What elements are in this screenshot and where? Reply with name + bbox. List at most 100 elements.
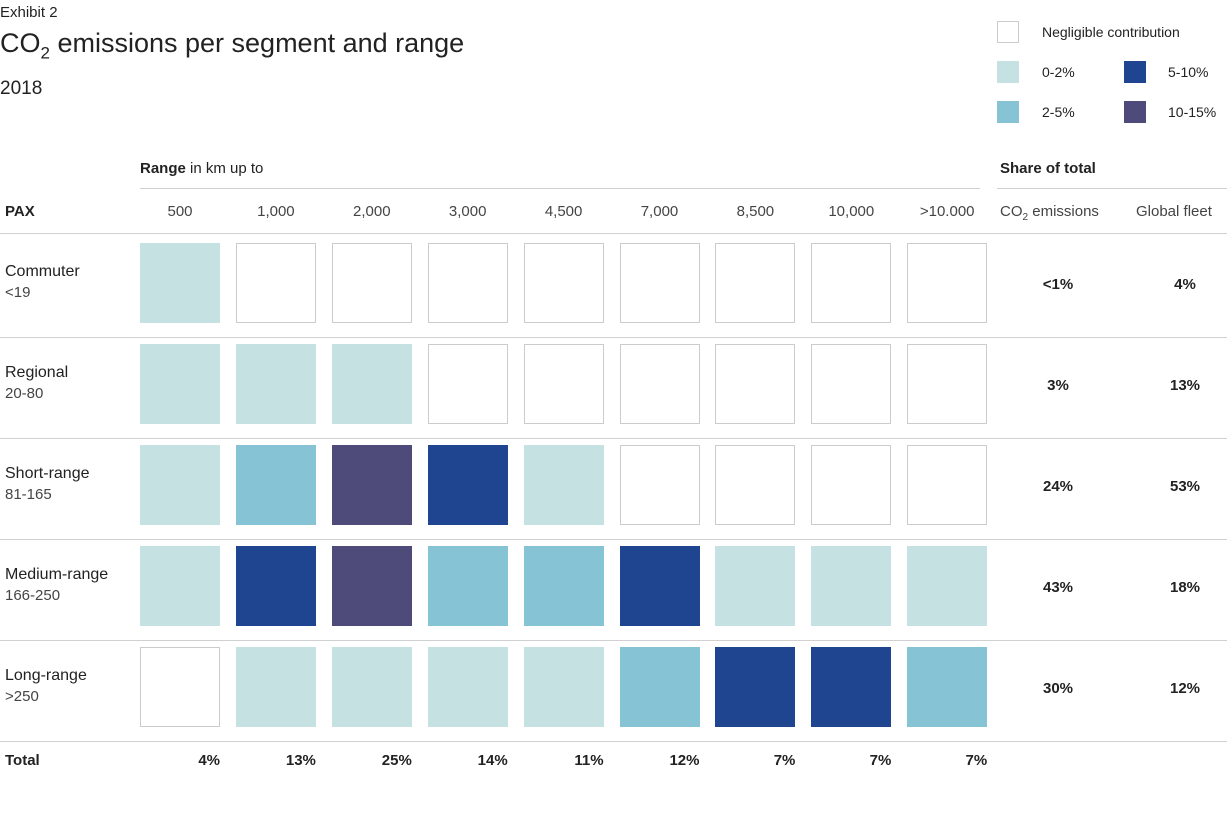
heat-cell	[811, 546, 892, 626]
heat-cell	[427, 546, 508, 626]
heat-cell	[715, 647, 796, 727]
row-name: Medium-range	[5, 566, 109, 583]
share-header: Share of total	[1000, 160, 1096, 177]
row-name: Short-range	[5, 465, 90, 482]
column-label: 3,000	[448, 203, 487, 220]
legend-label: Negligible contribution	[1042, 24, 1180, 40]
rule	[140, 188, 980, 189]
heat-cell	[811, 344, 892, 424]
rule	[0, 640, 1227, 641]
total-value: 7%	[869, 752, 892, 769]
row-pax: <19	[5, 284, 31, 301]
pax-header: PAX	[5, 203, 35, 220]
co2-share: 30%	[1042, 680, 1074, 697]
heat-cell	[427, 344, 508, 424]
heat-cell	[619, 445, 700, 525]
exhibit: Exhibit 2	[0, 4, 58, 21]
heat-cell	[907, 344, 988, 424]
heat-cell	[715, 344, 796, 424]
column-label: 4,500	[544, 203, 583, 220]
row-name: Long-range	[5, 667, 87, 684]
row-name: Regional	[5, 364, 69, 381]
co2-share: 3%	[1047, 377, 1069, 394]
column-label: 2,000	[353, 203, 391, 220]
heat-cell	[811, 647, 892, 727]
total-value: 12%	[669, 752, 700, 769]
co2-sub: 2	[1022, 212, 1029, 223]
column-label: 8,500	[736, 203, 775, 220]
co2-share: 24%	[1042, 478, 1074, 495]
total-value: 7%	[773, 752, 796, 769]
heat-cell	[331, 445, 412, 525]
legend-swatch	[1124, 61, 1146, 83]
heat-cell	[235, 445, 316, 525]
heat-cell	[235, 647, 316, 727]
heat-cell	[523, 445, 604, 525]
range-rest: in km up to	[185, 160, 264, 177]
rule	[0, 337, 1227, 338]
heat-cell	[523, 243, 604, 323]
heat-cell	[523, 344, 604, 424]
legend-label: 2-5%	[1042, 104, 1075, 120]
legend-swatch	[997, 21, 1019, 43]
row-pax: 81-165	[5, 486, 52, 503]
co2-share: 43%	[1042, 579, 1074, 596]
heat-cell	[907, 243, 988, 323]
fleet-share: 18%	[1169, 579, 1201, 596]
legend-swatch	[997, 101, 1019, 123]
fleet-share: 53%	[1169, 478, 1201, 495]
heat-cell	[235, 344, 316, 424]
heat-cell	[619, 344, 700, 424]
heat-cell	[619, 647, 700, 727]
heat-cell	[140, 546, 220, 626]
heat-cell	[331, 243, 412, 323]
co2-part: CO	[1000, 203, 1023, 220]
rule	[0, 539, 1227, 540]
co2-header: CO2 emissions	[1000, 203, 1099, 223]
rule	[0, 741, 1227, 742]
heat-cell	[331, 647, 412, 727]
subtitle: 2018	[0, 78, 43, 99]
title-part: CO	[0, 28, 41, 58]
rule	[997, 188, 1227, 189]
co2-part: emissions	[1028, 203, 1099, 220]
heat-cell	[235, 243, 316, 323]
co2-share: <1%	[1042, 276, 1074, 293]
rule	[0, 233, 1227, 234]
column-label: 1,000	[257, 203, 295, 220]
column-label: 500	[167, 203, 193, 220]
heat-cell	[331, 344, 412, 424]
heat-cell	[619, 546, 700, 626]
range-bold: Range	[140, 160, 186, 177]
heat-cell	[140, 445, 220, 525]
heat-cell	[715, 243, 796, 323]
row-pax: 20-80	[5, 385, 44, 402]
heat-cell	[715, 445, 796, 525]
legend-swatch	[997, 61, 1019, 83]
legend-label: 10-15%	[1168, 104, 1217, 120]
heat-cell	[715, 546, 796, 626]
legend-label: 5-10%	[1168, 64, 1209, 80]
heat-cell	[619, 243, 700, 323]
title: CO2 emissions per segment and range	[0, 28, 464, 63]
column-label: 10,000	[828, 203, 875, 220]
rule	[0, 438, 1227, 439]
heat-cell	[140, 647, 220, 727]
total-value: 13%	[285, 752, 316, 769]
row-name: Commuter	[5, 263, 80, 280]
heat-cell	[523, 546, 604, 626]
total-value: 14%	[477, 752, 508, 769]
heat-cell	[427, 647, 508, 727]
total-label: Total	[5, 752, 40, 769]
range-header: Range in km up to	[140, 160, 263, 177]
heat-cell	[907, 546, 988, 626]
column-label: >10.000	[919, 203, 975, 220]
total-value: 4%	[198, 752, 220, 769]
legend-swatch	[1124, 101, 1146, 123]
fleet-share: 13%	[1169, 377, 1201, 394]
fleet-header: Global fleet	[1136, 203, 1212, 220]
fleet-share: 4%	[1174, 276, 1196, 293]
heat-cell	[523, 647, 604, 727]
legend-label: 0-2%	[1042, 64, 1075, 80]
title-sub: 2	[40, 43, 50, 63]
